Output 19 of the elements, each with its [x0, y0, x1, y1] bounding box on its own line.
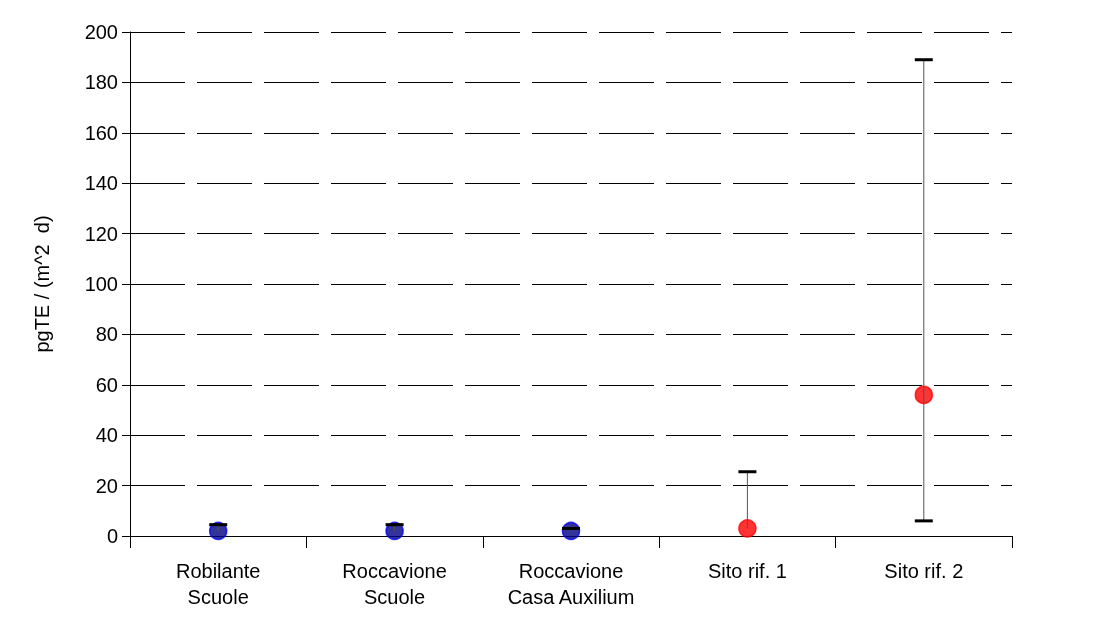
y-tick-label: 160: [84, 121, 118, 144]
x-tick-label: Robilante Scuole: [175, 560, 261, 608]
y-tick-label: 40: [95, 424, 118, 447]
y-tick-label: 200: [84, 21, 118, 43]
x-tick-label: Roccavione Casa Auxilium: [507, 560, 635, 608]
y-tick-label: 60: [95, 373, 118, 396]
x-tick-label: Sito rif. 2: [884, 560, 964, 582]
x-tick-label: Roccavione Scuole: [342, 560, 447, 608]
y-tick-label: 0: [106, 525, 118, 547]
y-tick-label: 120: [84, 222, 118, 245]
y-tick-label: 20: [95, 474, 118, 497]
y-tick-label: 180: [84, 71, 118, 94]
y-tick-label: 100: [84, 273, 118, 295]
x-tick-label: Sito rif. 1: [707, 560, 787, 582]
point: [914, 385, 934, 405]
y-tick-label: 80: [95, 323, 118, 346]
y-axis-title: pgTE / (m^2 d): [31, 215, 53, 353]
y-tick-label: 140: [84, 172, 118, 195]
point: [738, 519, 757, 538]
